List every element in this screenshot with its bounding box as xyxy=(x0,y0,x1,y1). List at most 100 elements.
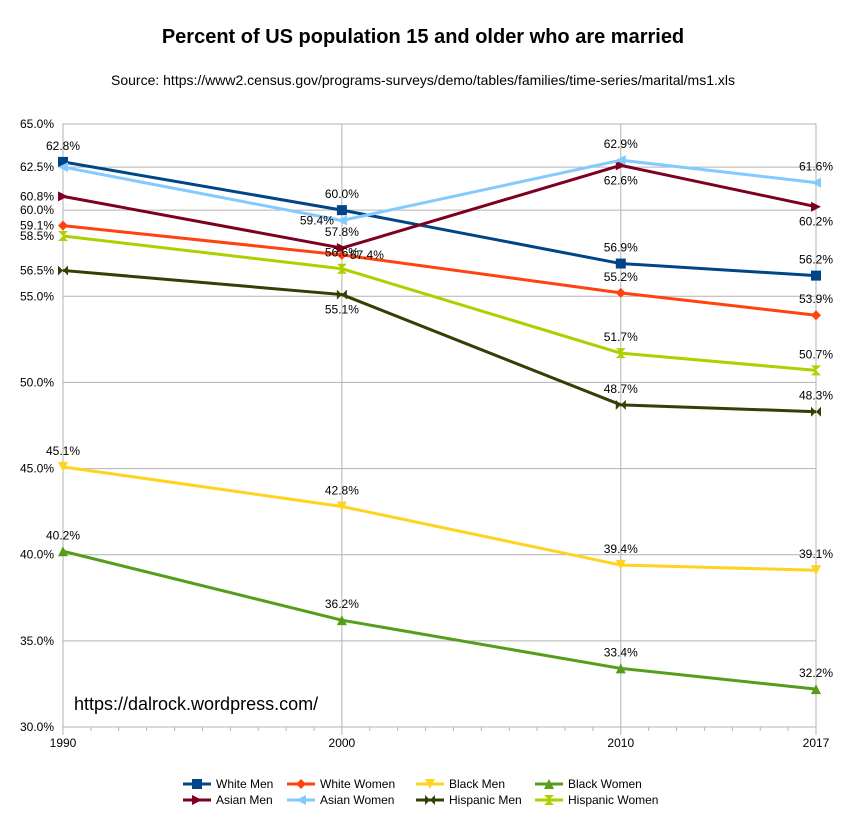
data-label: 55.1% xyxy=(325,303,359,317)
series-line xyxy=(62,465,817,572)
data-point xyxy=(58,265,68,276)
series-line xyxy=(62,268,817,414)
series-line xyxy=(62,549,817,691)
chart-subtitle: Source: https://www2.census.gov/programs… xyxy=(111,72,735,88)
data-label: 62.9% xyxy=(604,137,638,151)
series-line xyxy=(62,160,817,278)
legend-marker xyxy=(544,795,554,805)
y-tick-label: 55.0% xyxy=(20,289,54,303)
y-tick-label: 35.0% xyxy=(20,634,54,648)
legend-item: Asian Women xyxy=(287,793,394,807)
data-label: 62.6% xyxy=(604,173,638,187)
legend-item: Black Men xyxy=(416,777,505,791)
series-black-men xyxy=(58,461,821,576)
data-point xyxy=(615,155,626,166)
data-point xyxy=(58,220,68,231)
y-tick-label: 40.0% xyxy=(20,548,54,562)
legend-label: Black Men xyxy=(449,777,505,791)
data-point xyxy=(615,287,626,298)
data-point xyxy=(811,177,821,188)
data-label: 48.7% xyxy=(604,382,638,396)
legend-marker xyxy=(192,795,202,805)
legend-item: Hispanic Men xyxy=(416,793,522,807)
data-point xyxy=(336,289,347,300)
legend-marker xyxy=(296,779,306,789)
data-label: 45.1% xyxy=(46,444,80,458)
legend-item: White Men xyxy=(183,777,273,791)
y-value-label: 56.5% xyxy=(20,263,54,277)
legend-label: Black Women xyxy=(568,777,642,791)
data-label: 50.7% xyxy=(799,347,833,361)
series-asian-men xyxy=(58,160,821,254)
legend-item: Black Women xyxy=(535,777,642,791)
x-tick-label: 2017 xyxy=(803,736,830,750)
data-label: 61.6% xyxy=(799,160,833,174)
data-point xyxy=(336,215,347,226)
x-tick-label: 2000 xyxy=(329,736,356,750)
data-point xyxy=(615,560,626,571)
data-label: 62.8% xyxy=(46,139,80,153)
data-point xyxy=(58,162,68,173)
data-label: 39.4% xyxy=(604,542,638,556)
data-label: 36.2% xyxy=(325,597,359,611)
data-point xyxy=(811,565,821,576)
y-tick-label: 30.0% xyxy=(20,720,54,734)
data-label: 56.6% xyxy=(325,246,359,260)
legend-label: Hispanic Women xyxy=(568,793,658,807)
data-point xyxy=(58,230,68,241)
series-hispanic-women xyxy=(58,230,821,376)
data-point xyxy=(811,365,821,376)
data-label: 33.4% xyxy=(604,645,638,659)
data-point xyxy=(615,258,626,269)
data-label: 40.2% xyxy=(46,528,80,542)
y-tick-label: 60.0% xyxy=(20,203,54,217)
data-point xyxy=(336,205,347,216)
data-point xyxy=(811,270,821,281)
series-asian-women xyxy=(58,155,821,226)
y-value-label: 58.5% xyxy=(20,229,54,243)
data-point xyxy=(58,191,68,202)
y-value-label: 60.8% xyxy=(20,189,54,203)
x-tick-label: 1990 xyxy=(50,736,77,750)
legend-label: Hispanic Men xyxy=(449,793,522,807)
data-point xyxy=(811,201,821,212)
series-white-women xyxy=(58,220,821,321)
data-point xyxy=(336,243,347,254)
data-label: 59.4% xyxy=(300,213,334,227)
legend-label: White Women xyxy=(320,777,395,791)
data-point xyxy=(811,310,821,321)
series-line xyxy=(62,234,817,372)
data-point xyxy=(811,406,821,417)
data-label: 56.9% xyxy=(604,241,638,255)
legend-marker xyxy=(544,779,554,789)
data-point xyxy=(336,263,347,274)
data-label: 56.2% xyxy=(799,253,833,267)
y-tick-label: 65.0% xyxy=(20,117,54,131)
series-hispanic-men xyxy=(58,265,821,417)
data-point xyxy=(615,160,626,171)
series-line xyxy=(62,224,817,317)
series-white-men xyxy=(58,156,821,281)
x-tick-label: 2010 xyxy=(607,736,634,750)
legend-label: White Men xyxy=(216,777,273,791)
series-black-women xyxy=(58,546,821,695)
data-label: 51.7% xyxy=(604,330,638,344)
data-label: 42.8% xyxy=(325,483,359,497)
data-point xyxy=(811,684,821,695)
data-label: 48.3% xyxy=(799,389,833,403)
data-point xyxy=(336,615,347,626)
series-line xyxy=(62,158,817,222)
data-label: 60.0% xyxy=(325,187,359,201)
data-label: 32.2% xyxy=(799,666,833,680)
data-label: 57.8% xyxy=(325,225,359,239)
watermark-text: https://dalrock.wordpress.com/ xyxy=(74,694,318,714)
data-point xyxy=(615,348,626,359)
legend-marker xyxy=(425,795,435,805)
data-point xyxy=(336,249,347,260)
data-label: 53.9% xyxy=(799,292,833,306)
data-point xyxy=(336,501,347,512)
data-label: 57.4% xyxy=(350,248,384,262)
legend-marker xyxy=(192,779,202,789)
data-point xyxy=(615,663,626,674)
